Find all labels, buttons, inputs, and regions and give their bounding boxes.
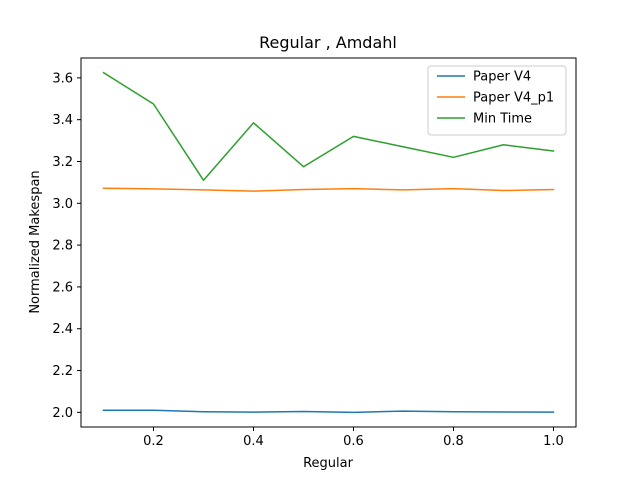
legend: Paper V4 Paper V4_p1 Min Time	[427, 65, 567, 136]
x-tick-label: 0.6	[343, 434, 364, 449]
series-line-paper-v4	[102, 409, 555, 414]
plot-frame	[80, 57, 577, 428]
series-line-min-time	[102, 71, 555, 182]
y-tick-label: 2.6	[52, 280, 73, 295]
y-tick-label: 2.8	[52, 239, 73, 254]
x-axis-label: Regular	[303, 456, 354, 471]
x-tick-label: 1.0	[543, 434, 564, 449]
series-line-paper-v4-p1	[102, 187, 555, 192]
y-tick-label: 2.4	[52, 322, 73, 337]
x-axis: 0.2 0.4 0.6 0.8 1.0	[143, 427, 564, 449]
legend-label: Paper V4	[473, 70, 531, 85]
y-tick-label: 2.0	[52, 406, 73, 421]
legend-label: Min Time	[473, 112, 532, 127]
legend-label: Paper V4_p1	[473, 91, 554, 106]
series-group	[102, 71, 555, 414]
y-axis-label: Normalized Makespan	[28, 170, 43, 313]
y-tick-label: 2.2	[52, 364, 73, 379]
y-axis: 2.0 2.2 2.4 2.6 2.8 3.0 3.2 3.4 3.6	[52, 71, 81, 421]
x-tick-label: 0.4	[243, 434, 264, 449]
chart-title: Regular , Amdahl	[259, 33, 397, 52]
y-tick-label: 3.4	[52, 113, 73, 128]
y-tick-label: 3.2	[52, 155, 73, 170]
y-tick-label: 3.6	[52, 71, 73, 86]
y-tick-label: 3.0	[52, 197, 73, 212]
x-tick-label: 0.2	[143, 434, 164, 449]
x-tick-label: 0.8	[443, 434, 464, 449]
